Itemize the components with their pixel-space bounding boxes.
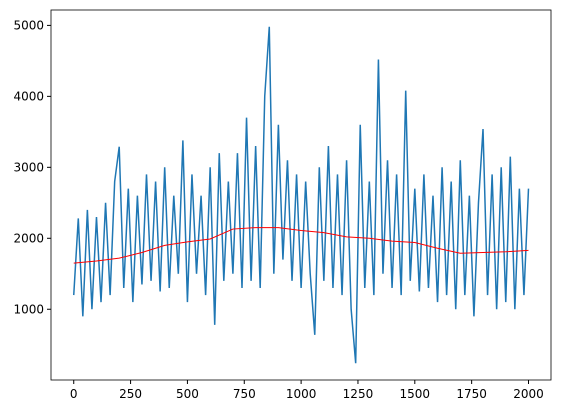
x-tick-label: 2000 <box>513 387 544 401</box>
y-tick-label: 1000 <box>13 302 44 316</box>
y-tick-label: 5000 <box>13 18 44 32</box>
y-tick-label: 3000 <box>13 160 44 174</box>
x-tick-label: 750 <box>233 387 256 401</box>
line-series <box>73 227 529 264</box>
x-tick-label: 1250 <box>343 387 374 401</box>
x-tick-label: 250 <box>119 387 142 401</box>
y-tick-label: 2000 <box>13 231 44 245</box>
line-series <box>72 26 530 364</box>
x-tick-label: 500 <box>176 387 199 401</box>
y-tick-label: 4000 <box>13 89 44 103</box>
plot-frame <box>50 9 552 381</box>
x-tick-label: 1500 <box>400 387 431 401</box>
x-tick-label: 0 <box>70 387 78 401</box>
x-tick-label: 1000 <box>286 387 317 401</box>
x-tick-label: 1750 <box>456 387 487 401</box>
